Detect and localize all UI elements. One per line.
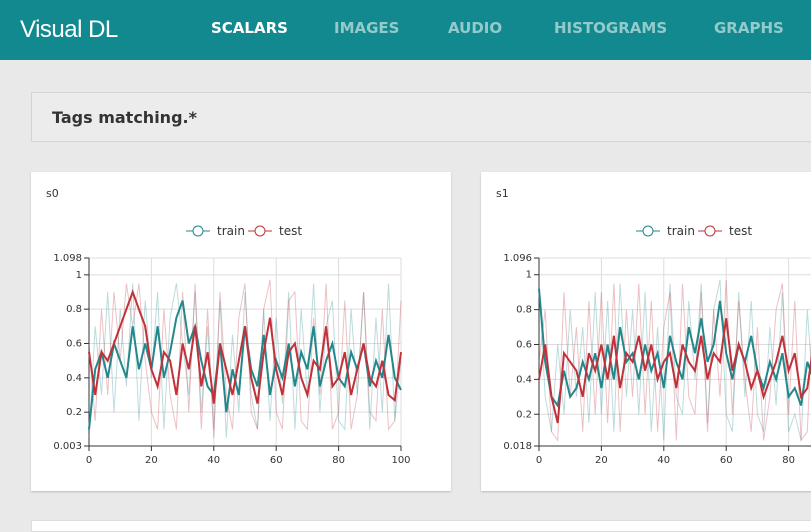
y-tick-label: 0.6 bbox=[516, 340, 532, 351]
raw-line bbox=[88, 283, 402, 438]
y-tick-label: 0.6 bbox=[66, 339, 82, 350]
x-tick-label: 60 bbox=[720, 455, 733, 466]
smoothed-line bbox=[538, 318, 811, 424]
legend-label: test bbox=[279, 224, 302, 238]
chart-title: s1 bbox=[496, 187, 509, 200]
header: Visual DL SCALARS IMAGES AUDIO HISTOGRAM… bbox=[0, 0, 811, 60]
y-tick-label: 1 bbox=[526, 270, 532, 281]
y-tick-label: 0.4 bbox=[516, 374, 532, 385]
y-tick-label: 1.096 bbox=[503, 253, 532, 264]
logo[interactable]: Visual DL bbox=[20, 16, 118, 43]
y-tick-label: 0.2 bbox=[516, 409, 532, 420]
legend-symbol bbox=[254, 225, 266, 237]
y-tick-label: 1 bbox=[76, 270, 82, 281]
legend-symbol bbox=[192, 225, 204, 237]
y-tick-label: 1.098 bbox=[53, 253, 82, 264]
chart: s0 0.003 0.2 0.4 0.6 0.8 1 1.098 0 20 40 60 80 100 tra… bbox=[46, 187, 411, 466]
y-tick-label: 0.018 bbox=[503, 441, 532, 452]
x-tick-label: 80 bbox=[332, 455, 345, 466]
search-box[interactable]: Tags matching.* bbox=[31, 92, 811, 142]
smoothed-line bbox=[88, 289, 402, 404]
x-tick-label: 0 bbox=[86, 455, 92, 466]
y-tick-label: 0.003 bbox=[53, 441, 82, 452]
legend-label: train bbox=[667, 224, 695, 238]
nav-item[interactable]: HISTOGRAMS bbox=[554, 19, 668, 37]
legend-label: test bbox=[729, 224, 752, 238]
chart-card: s0 0.003 0.2 0.4 0.6 0.8 1 1.098 0 20 40 60 80 100 tra… bbox=[31, 172, 451, 491]
y-tick-label: 0.8 bbox=[516, 305, 532, 316]
y-tick-label: 0.4 bbox=[66, 373, 82, 384]
nav-item[interactable]: GRAPHS bbox=[714, 19, 784, 37]
raw-line bbox=[538, 279, 811, 441]
legend-label: train bbox=[217, 224, 245, 238]
chart-title: s0 bbox=[46, 187, 59, 200]
smoothed-line bbox=[538, 288, 811, 409]
x-tick-label: 60 bbox=[270, 455, 283, 466]
chart-card: s10.0180.20.40.60.811.096020406080100tra… bbox=[481, 172, 811, 491]
x-tick-label: 100 bbox=[391, 455, 410, 466]
nav-item[interactable]: AUDIO bbox=[448, 19, 503, 37]
x-tick-label: 40 bbox=[207, 455, 220, 466]
x-tick-label: 20 bbox=[145, 455, 158, 466]
legend-symbol bbox=[642, 225, 654, 237]
chart: s10.0180.20.40.60.811.096020406080100tra… bbox=[496, 187, 811, 466]
nav-item[interactable]: IMAGES bbox=[334, 19, 400, 37]
x-tick-label: 20 bbox=[595, 455, 608, 466]
legend-symbol bbox=[704, 225, 716, 237]
y-tick-label: 0.8 bbox=[66, 304, 82, 315]
search-label: Tags matching.* bbox=[52, 108, 197, 127]
x-tick-label: 0 bbox=[536, 455, 542, 466]
x-tick-label: 80 bbox=[782, 455, 795, 466]
x-tick-label: 40 bbox=[657, 455, 670, 466]
chart-card bbox=[31, 520, 811, 532]
nav-item[interactable]: SCALARS bbox=[211, 19, 288, 37]
y-tick-label: 0.2 bbox=[66, 407, 82, 418]
raw-line bbox=[538, 279, 811, 442]
